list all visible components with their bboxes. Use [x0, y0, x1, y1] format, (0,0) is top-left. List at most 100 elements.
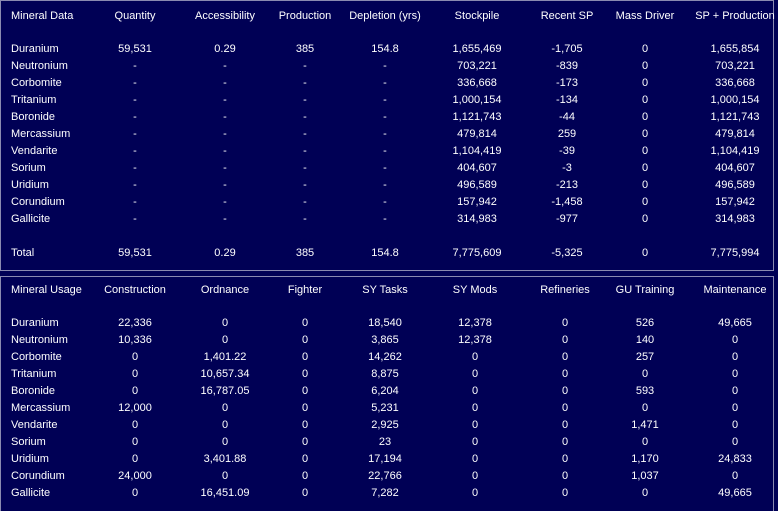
cell: - — [303, 77, 307, 89]
cell: 0 — [561, 317, 569, 329]
row-label: Total — [11, 247, 35, 259]
cell: 0 — [131, 487, 139, 499]
cell: 0 — [221, 317, 229, 329]
cell: - — [223, 94, 227, 106]
cell: 0 — [731, 368, 739, 380]
cell: 257 — [635, 351, 655, 363]
cell: - — [223, 77, 227, 89]
cell: -39 — [559, 145, 575, 157]
cell: Recent SP — [540, 10, 594, 22]
cell: 0 — [561, 368, 569, 380]
table-row: Uridium 0 3,401.88 0 17,194 0 0 1,170 24,833 — [1, 451, 773, 468]
cell: 0 — [641, 43, 649, 55]
cell: 703,221 — [457, 60, 497, 72]
cell: 0 — [301, 470, 309, 482]
cell: 154.8 — [371, 247, 399, 259]
table-row: Tritanium - - - - 1,000,154 -134 0 1,000,154 — [1, 92, 773, 109]
cell: - — [223, 179, 227, 191]
row-label: Sorium — [11, 162, 46, 174]
cell: - — [223, 196, 227, 208]
cell: - — [133, 145, 137, 157]
cell: 49,665 — [718, 487, 752, 499]
cell: 0 — [471, 368, 479, 380]
cell: 0 — [641, 94, 649, 106]
cell: - — [383, 111, 387, 123]
cell: Fighter — [287, 284, 323, 296]
cell: 1,170 — [631, 453, 659, 465]
cell: 0 — [731, 470, 739, 482]
cell: 5,231 — [371, 402, 399, 414]
cell: Ordnance — [200, 284, 250, 296]
row-label: Boronide — [11, 111, 56, 123]
cell: 385 — [295, 43, 315, 55]
cell: 1,104,419 — [710, 145, 760, 157]
cell: 0 — [221, 419, 229, 431]
column-header-row: Mineral Usage Construction Ordnance Fighter… — [1, 282, 773, 299]
cell: 1,121,743 — [710, 111, 760, 123]
cell: Mass Driver — [615, 10, 675, 22]
cell: 0 — [471, 453, 479, 465]
cell: 0 — [561, 453, 569, 465]
cell: 0 — [641, 145, 649, 157]
cell: SY Mods — [452, 284, 498, 296]
cell: - — [383, 213, 387, 225]
cell: 0 — [471, 419, 479, 431]
cell: - — [133, 60, 137, 72]
cell: 0 — [131, 368, 139, 380]
cell: 14,262 — [368, 351, 402, 363]
cell: GU Training — [615, 284, 675, 296]
row-label: Corbomite — [11, 351, 62, 363]
cell: 1,655,469 — [452, 43, 502, 55]
cell: 0 — [561, 402, 569, 414]
cell: 3,865 — [371, 334, 399, 346]
cell: 385 — [295, 247, 315, 259]
cell: 157,942 — [715, 196, 755, 208]
table-row: Boronide - - - - 1,121,743 -44 0 1,121,743 — [1, 109, 773, 126]
row-label: Sorium — [11, 436, 46, 448]
cell: Stockpile — [454, 10, 500, 22]
cell: 1,000,154 — [710, 94, 760, 106]
cell: 59,531 — [118, 43, 152, 55]
cell: 22,336 — [118, 317, 152, 329]
cell: -173 — [555, 77, 579, 89]
cell: -5,325 — [551, 247, 583, 259]
cell: Quantity — [114, 10, 156, 22]
row-label: Corbomite — [11, 77, 62, 89]
cell: 10,336 — [118, 334, 152, 346]
cell: 1,655,854 — [710, 43, 760, 55]
cell: 8,875 — [371, 368, 399, 380]
cell: - — [223, 213, 227, 225]
cell: - — [383, 128, 387, 140]
row-label: Uridium — [11, 453, 49, 465]
cell: - — [303, 179, 307, 191]
cell: - — [303, 60, 307, 72]
cell: 0 — [641, 128, 649, 140]
row-label: Neutronium — [11, 334, 68, 346]
cell: SP + Production — [695, 10, 775, 22]
cell: 496,589 — [457, 179, 497, 191]
cell: Depletion (yrs) — [349, 10, 421, 22]
table-row: Neutronium - - - - 703,221 -839 0 703,221 — [1, 58, 773, 75]
cell: 24,000 — [118, 470, 152, 482]
cell: - — [383, 162, 387, 174]
cell: - — [303, 111, 307, 123]
cell: 526 — [635, 317, 655, 329]
cell: 17,194 — [368, 453, 402, 465]
cell: 16,787.05 — [200, 385, 250, 397]
cell: 593 — [635, 385, 655, 397]
cell: Construction — [104, 284, 166, 296]
cell: 6,204 — [371, 385, 399, 397]
cell: 10,657.34 — [200, 368, 250, 380]
cell: 59,531 — [118, 247, 152, 259]
cell: - — [383, 94, 387, 106]
cell: 0 — [561, 470, 569, 482]
row-label: Gallicite — [11, 487, 51, 499]
cell: 1,471 — [631, 419, 659, 431]
cell: - — [383, 145, 387, 157]
cell: 0 — [561, 419, 569, 431]
row-label: Vendarite — [11, 419, 58, 431]
cell: - — [383, 196, 387, 208]
cell: 0 — [731, 436, 739, 448]
cell: 0.29 — [214, 43, 236, 55]
cell: 0 — [471, 402, 479, 414]
